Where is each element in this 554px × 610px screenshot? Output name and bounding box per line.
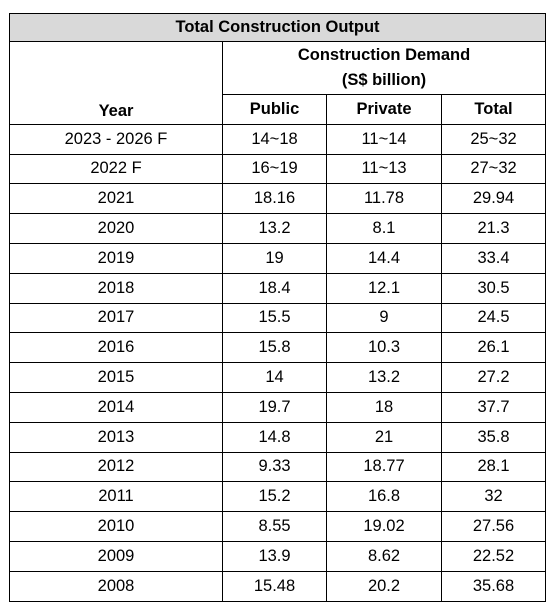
- data-cell: 14~18: [222, 123, 327, 155]
- table-title: Total Construction Output: [8, 13, 547, 42]
- data-cell: 2015: [9, 362, 223, 393]
- data-cell: 35.68: [440, 570, 547, 602]
- data-cell: 21: [326, 421, 442, 453]
- data-cell: 18.4: [222, 272, 327, 304]
- data-row: 2020 13.2 8.1 21.3: [9, 213, 547, 244]
- data-cell: 24.5: [440, 302, 547, 334]
- data-cell: 2013: [9, 421, 223, 453]
- header-cell: Total: [440, 94, 547, 125]
- data-cell: 2017: [9, 302, 223, 334]
- data-cell: 35.8: [440, 421, 547, 453]
- data-row: 2021 18.16 11.78 29.94: [9, 183, 547, 215]
- data-cell: 11~13: [326, 153, 442, 185]
- data-cell: 37.7: [440, 391, 547, 423]
- data-cell: 2009: [9, 540, 223, 572]
- data-cell: 2023 - 2026 F: [9, 123, 223, 155]
- data-row: 2017 15.5 9 24.5: [9, 302, 547, 334]
- data-cell: 8.62: [326, 540, 442, 572]
- data-cell: 27.2: [440, 362, 547, 393]
- data-cell: 19: [222, 242, 327, 274]
- data-cell: 26.1: [440, 332, 547, 364]
- data-cell: 16.8: [326, 481, 442, 513]
- data-cell: 29.94: [440, 183, 547, 215]
- data-cell: 28.1: [440, 451, 547, 483]
- data-cell: 32: [440, 481, 547, 513]
- data-cell: 14: [222, 362, 327, 393]
- data-cell: 8.55: [222, 511, 327, 542]
- data-cell: 22.52: [440, 540, 547, 572]
- data-cell: 27~32: [440, 153, 547, 185]
- data-cell: 27.56: [440, 511, 547, 542]
- data-cell: 12.1: [326, 272, 442, 304]
- data-cell: 19.02: [326, 511, 442, 542]
- data-cell: 2016: [9, 332, 223, 364]
- data-cell: 9: [326, 302, 442, 334]
- data-cell: 2019: [9, 242, 223, 274]
- group-header: Construction Demand (S$ billion): [221, 41, 547, 95]
- table-body: Total Construction Output Year Construct…: [8, 13, 547, 602]
- data-row: 2013 14.8 21 35.8: [9, 421, 547, 453]
- data-cell: 14.8: [222, 421, 327, 453]
- data-row: 2014 19.7 18 37.7: [9, 391, 547, 423]
- data-row: 2009 13.9 8.62 22.52: [9, 540, 547, 572]
- data-row: 2012 9.33 18.77 28.1: [9, 451, 547, 483]
- data-cell: 2010: [9, 511, 223, 542]
- group-row: Year Construction Demand (S$ billion): [9, 41, 547, 125]
- data-row: 2008 15.48 20.2 35.68: [9, 570, 547, 602]
- data-cell: 8.1: [326, 213, 442, 244]
- data-cell: 14.4: [326, 242, 442, 274]
- data-cell: 19.7: [222, 391, 327, 423]
- data-cell: 30.5: [440, 272, 547, 304]
- data-cell: 2018: [9, 272, 223, 304]
- data-cell: 2008: [9, 570, 223, 602]
- data-row: 2022 F 16~19 11~13 27~32: [9, 153, 547, 185]
- data-cell: 21.3: [440, 213, 547, 244]
- data-row: 2018 18.4 12.1 30.5: [9, 272, 547, 304]
- data-cell: 9.33: [222, 451, 327, 483]
- data-row: 2015 14 13.2 27.2: [9, 362, 547, 393]
- group-unit: (S$ billion): [341, 71, 427, 89]
- data-cell: 33.4: [440, 242, 547, 274]
- data-cell: 20.2: [326, 570, 442, 602]
- data-row: 2023 - 2026 F 14~18 11~14 25~32: [9, 123, 547, 155]
- data-cell: 11~14: [326, 123, 442, 155]
- data-cell: 10.3: [326, 332, 442, 364]
- data-cell: 25~32: [440, 123, 547, 155]
- data-cell: 16~19: [222, 153, 327, 185]
- title-row: Total Construction Output: [8, 13, 547, 42]
- data-row: 2019 19 14.4 33.4: [9, 242, 547, 274]
- data-row: 2016 15.8 10.3 26.1: [9, 332, 547, 364]
- data-cell: 15.48: [222, 570, 327, 602]
- data-cell: 2012: [9, 451, 223, 483]
- header-cell: Year: [9, 41, 223, 125]
- data-cell: 13.2: [326, 362, 442, 393]
- group-title: Construction Demand: [297, 46, 471, 64]
- data-cell: 2014: [9, 391, 223, 423]
- data-row: 2010 8.55 19.02 27.56: [9, 511, 547, 542]
- header-cell: Public: [222, 94, 327, 125]
- data-cell: 11.78: [326, 183, 442, 215]
- output-table: Total Construction Output Year Construct…: [8, 13, 547, 602]
- data-cell: 18.16: [222, 183, 327, 215]
- data-cell: 15.5: [222, 302, 327, 334]
- data-cell: 2020: [9, 213, 223, 244]
- header-row: Public Private Total: [10, 94, 547, 125]
- data-row: 2011 15.2 16.8 32: [9, 481, 547, 513]
- data-cell: 13.2: [222, 213, 327, 244]
- data-cell: 2011: [9, 481, 223, 513]
- data-cell: 18: [326, 391, 442, 423]
- data-cell: 18.77: [326, 451, 442, 483]
- data-cell: 2022 F: [9, 153, 223, 185]
- data-cell: 15.2: [222, 481, 327, 513]
- data-cell: 13.9: [222, 540, 327, 572]
- header-cell: Private: [326, 94, 442, 125]
- data-cell: 2021: [9, 183, 223, 215]
- data-cell: 15.8: [222, 332, 327, 364]
